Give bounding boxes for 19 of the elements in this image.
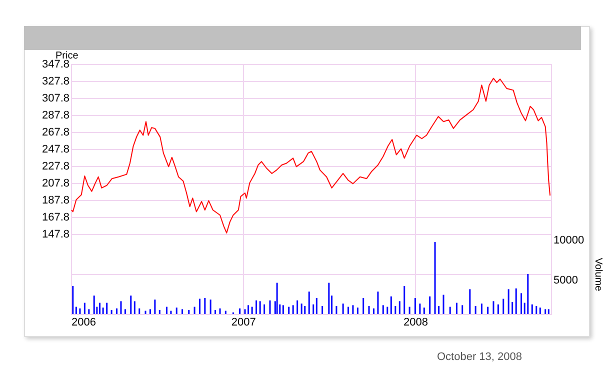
y-tick-label: 247.8	[42, 144, 70, 156]
x-tick-label: 2006	[72, 316, 96, 328]
y-tick-label: 347.8	[42, 58, 70, 70]
x-tick-label: 2007	[231, 316, 256, 328]
y-tick-label: 327.8	[42, 76, 70, 88]
y-tick-label: 227.8	[42, 160, 70, 172]
y-tick-label: 207.8	[42, 178, 70, 190]
text: October 13, 2008	[437, 351, 522, 363]
y-tick-label: 307.8	[42, 92, 70, 104]
y-tick-label: 287.8	[42, 110, 70, 122]
y-tick-label: 10000	[554, 234, 584, 246]
y-axis-title: Volume	[592, 258, 604, 292]
y-tick-label: 147.8	[42, 228, 70, 240]
y-tick-label: 267.8	[42, 126, 70, 138]
x-tick-label: 2008	[403, 316, 428, 328]
y-tick-label: 187.8	[42, 194, 70, 206]
line-series	[70, 78, 551, 234]
y-tick-label: 167.8	[42, 212, 70, 224]
y-tick-label: 5000	[554, 274, 578, 286]
